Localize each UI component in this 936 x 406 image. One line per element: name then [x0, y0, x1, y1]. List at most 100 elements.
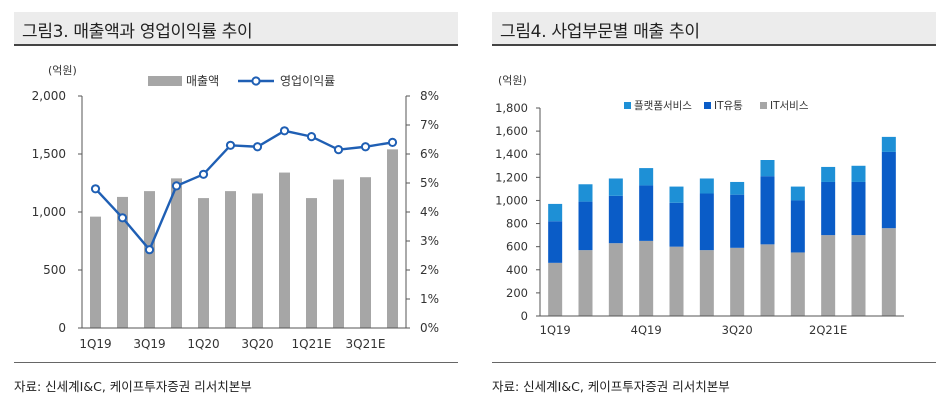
right-source-divider [492, 362, 936, 363]
right-y-tick-label: 6% [420, 147, 439, 161]
revenue-bar [144, 191, 155, 328]
margin-point [171, 181, 182, 191]
revenue-bar [306, 198, 317, 328]
segment-bar [760, 176, 775, 245]
x-tick-label: 1Q19 [79, 337, 111, 351]
margin-point [198, 169, 209, 179]
right-y-tick-label: 5% [420, 176, 439, 190]
margin-line [94, 129, 393, 252]
y-tick-label: 800 [506, 217, 528, 231]
left-y-unit-label: (억원) [48, 64, 77, 77]
segment-bar [669, 186, 684, 203]
segment-bar [578, 201, 593, 251]
segment-bar [608, 243, 623, 316]
revenue-bar [90, 216, 101, 328]
y-tick-label: 1,600 [495, 124, 528, 138]
right-y-tick-label: 8% [420, 89, 439, 103]
right-chart-title: 그림4. 사업부문별 매출 추이 [500, 22, 700, 42]
x-tick-label: 1Q19 [540, 323, 571, 337]
legend-label-revenue: 매출액 [186, 74, 219, 88]
segment-bar [790, 186, 805, 201]
segment-bar [760, 160, 775, 177]
x-tick-label: 4Q19 [631, 323, 662, 337]
revenue-bar [198, 198, 209, 328]
segment-bar [639, 185, 654, 241]
margin-point [387, 137, 398, 148]
margin-point [279, 126, 290, 136]
revenue-bar [252, 193, 263, 328]
y-tick-label: 600 [506, 240, 528, 254]
segment-bar [730, 194, 745, 248]
margin-point [117, 213, 128, 223]
segment-bar [699, 193, 714, 251]
right-source-text: 자료: 신세계I&C, 케이프투자증권 리서치본부 [492, 379, 730, 394]
segment-bar [821, 235, 836, 316]
revenue-bar [333, 179, 344, 328]
x-tick-label: 3Q20 [241, 337, 273, 351]
segment-bar [851, 181, 866, 236]
revenue-margin-chart: (억원) 0 500 1,000 1,500 2,000 0% 1% 2% 3% 4% 5% 6% 7% 8… [32, 64, 439, 351]
segment-bar [760, 244, 775, 316]
segment-revenue-chart: (억원) 0 200 400 600 800 1,000 1,200 1,400 1,600 1,8… [495, 74, 904, 337]
segment-bar [730, 247, 745, 316]
segment-bar [608, 195, 623, 244]
right-y-tick-label: 3% [420, 234, 439, 248]
segment-bar [669, 246, 684, 316]
margin-point [333, 145, 344, 155]
margin-point [360, 142, 371, 152]
segment-bar [821, 181, 836, 236]
legend-label: IT서비스 [770, 100, 809, 112]
margin-point [252, 142, 263, 152]
x-tick-label: 3Q19 [133, 337, 165, 351]
right-panel: 그림4. 사업부문별 매출 추이 (억원) 0 200 400 600 800 1,000 1… [478, 0, 936, 406]
left-y-tick-label: 1,500 [32, 147, 66, 161]
y-tick-label: 1,800 [495, 101, 528, 115]
left-y-tick-label: 1,000 [32, 205, 66, 219]
legend-label: IT유통 [714, 100, 743, 112]
right-y-tick-label: 4% [420, 205, 439, 219]
segment-bar [639, 168, 654, 186]
segment-bar [639, 240, 654, 316]
right-y-tick-label: 1% [420, 292, 439, 306]
margin-point [144, 245, 155, 255]
segment-bar [548, 203, 563, 222]
left-source-divider [14, 362, 458, 363]
segment-bar [578, 250, 593, 316]
segment-bar [881, 151, 896, 229]
revenue-bar [279, 172, 290, 328]
legend-swatch-revenue [148, 76, 182, 86]
left-y-tick-label: 2,000 [32, 89, 66, 103]
x-tick-label: 3Q21E [346, 337, 386, 351]
revenue-bar [360, 177, 371, 328]
segment-bar [851, 235, 866, 316]
legend-marker-margin [251, 76, 261, 86]
y-tick-label: 200 [506, 286, 528, 300]
x-tick-label: 2Q21E [809, 323, 847, 337]
left-y-tick-label: 500 [43, 263, 66, 277]
legend-label-margin: 영업이익률 [280, 74, 335, 88]
segment-bar [548, 262, 563, 316]
segment-bar [790, 252, 805, 316]
revenue-bar [225, 191, 236, 328]
y-tick-label: 1,000 [495, 193, 528, 207]
margin-point [90, 184, 101, 194]
segment-bar [608, 178, 623, 196]
legend-swatch [624, 102, 631, 109]
y-tick-label: 1,400 [495, 147, 528, 161]
x-tick-label: 1Q21E [292, 337, 332, 351]
right-y-tick-label: 2% [420, 263, 439, 277]
y-tick-label: 1,200 [495, 170, 528, 184]
left-y-tick-label: 0 [58, 321, 66, 335]
segment-bar [548, 221, 563, 263]
right-y-tick-label: 7% [420, 118, 439, 132]
left-chart-title: 그림3. 매출액과 영업이익률 추이 [22, 22, 253, 42]
revenue-bar [117, 196, 128, 328]
legend-swatch [760, 102, 767, 109]
right-title-bar: 그림4. 사업부문별 매출 추이 [492, 12, 936, 46]
segment-bar [821, 166, 836, 182]
y-tick-label: 400 [506, 263, 528, 277]
left-source-text: 자료: 신세계I&C, 케이프투자증권 리서치본부 [14, 379, 252, 394]
margin-point [306, 132, 317, 142]
segment-bar [881, 136, 896, 152]
segment-bar [730, 181, 745, 195]
